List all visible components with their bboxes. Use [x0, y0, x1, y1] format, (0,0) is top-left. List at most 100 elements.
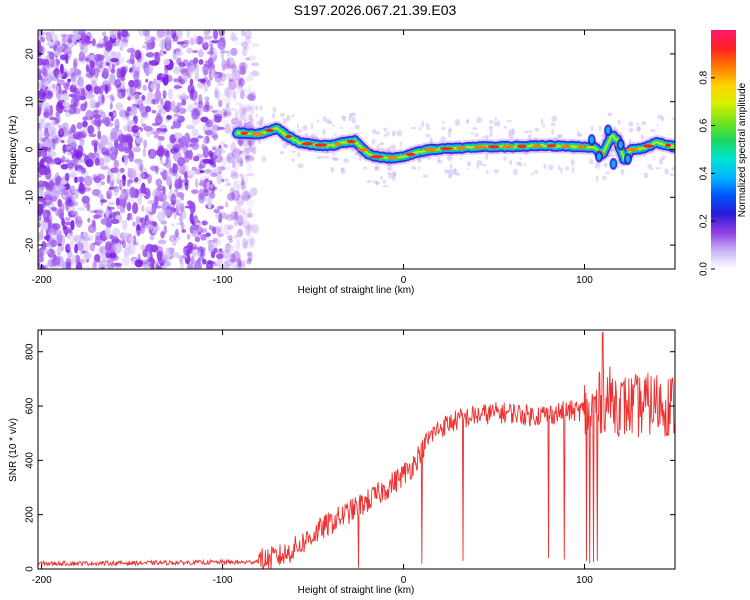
noise-blob: [194, 168, 203, 175]
noise-blob: [61, 156, 66, 164]
noise-blob: [238, 106, 247, 116]
noise-blob: [114, 78, 122, 89]
noise-blob: [224, 243, 231, 253]
noise-blob: [108, 111, 114, 117]
noise-blob: [41, 65, 47, 75]
noise-blob: [225, 102, 230, 109]
noise-blob: [157, 239, 167, 245]
noise-blob: [648, 167, 654, 170]
noise-blob: [194, 252, 200, 257]
noise-blob: [181, 222, 185, 233]
noise-blob: [203, 188, 209, 197]
noise-blob: [105, 95, 113, 99]
noise-blob: [240, 174, 249, 185]
noise-blob: [40, 36, 46, 43]
noise-blob: [70, 219, 75, 231]
noise-blob: [122, 232, 131, 237]
noise-blob: [154, 195, 159, 207]
noise-blob: [122, 255, 131, 267]
noise-blob: [89, 98, 96, 109]
noise-blob: [97, 245, 104, 256]
noise-blob: [56, 256, 61, 266]
noise-blob: [109, 93, 114, 103]
noise-blob: [576, 130, 581, 137]
noise-blob: [565, 166, 570, 171]
noise-blob: [213, 109, 223, 117]
noise-blob: [595, 175, 599, 182]
noise-blob: [89, 209, 98, 214]
noise-blob: [528, 130, 533, 133]
noise-blob: [236, 139, 246, 145]
noise-blob: [302, 125, 308, 131]
noise-blob: [641, 120, 647, 126]
noise-blob: [110, 151, 117, 161]
noise-blob: [248, 72, 252, 78]
noise-blob: [198, 163, 205, 170]
noise-blob: [191, 108, 201, 120]
colorbar-tick-label: 0.6: [699, 118, 710, 132]
noise-blob: [109, 214, 113, 227]
noise-blob: [216, 205, 224, 210]
noise-blob: [191, 128, 199, 137]
noise-blob: [117, 88, 126, 100]
noise-blob: [382, 180, 387, 184]
noise-blob: [236, 184, 240, 195]
noise-blob: [224, 112, 230, 118]
noise-blob: [160, 231, 165, 239]
noise-blob: [226, 243, 233, 254]
colorbar-tick-label: 0.0: [699, 262, 710, 276]
noise-blob: [80, 44, 89, 55]
noise-blob: [202, 158, 212, 164]
noise-blob: [147, 173, 152, 184]
noise-blob: [152, 226, 161, 231]
noise-blob: [230, 172, 239, 179]
noise-blob: [218, 248, 223, 253]
noise-blob: [95, 85, 99, 95]
noise-blob: [244, 34, 252, 46]
noise-blob: [250, 237, 255, 248]
noise-blob: [241, 106, 247, 114]
noise-blob: [240, 180, 246, 190]
noise-blob: [73, 210, 79, 222]
noise-blob: [198, 93, 203, 105]
noise-blob: [184, 132, 191, 144]
snr-y-ticks: 0 200 400 600 800: [25, 343, 675, 572]
noise-blob: [172, 163, 176, 170]
y-tick-label: 800: [25, 343, 36, 360]
noise-blob: [527, 134, 532, 139]
noise-blob: [61, 34, 67, 46]
noise-blob: [168, 234, 177, 243]
noise-blob: [67, 162, 75, 169]
noise-blob: [220, 210, 226, 219]
noise-blob: [246, 252, 252, 257]
noise-blob: [98, 157, 105, 167]
noise-blob: [68, 130, 72, 135]
noise-blob: [220, 140, 226, 148]
noise-blob: [234, 72, 238, 78]
noise-blob: [148, 60, 152, 66]
noise-blob: [70, 205, 76, 216]
noise-blob: [239, 76, 244, 89]
noise-blob: [245, 155, 250, 163]
noise-blob: [272, 112, 276, 119]
noise-blob: [494, 117, 498, 122]
noise-blob: [244, 225, 251, 236]
noise-blob: [165, 157, 169, 164]
noise-blob: [246, 199, 255, 208]
track-disturbance-core: [589, 136, 594, 144]
noise-blob: [79, 138, 85, 147]
noise-blob: [570, 159, 575, 167]
noise-blob: [214, 75, 222, 83]
noise-blob: [76, 78, 84, 88]
noise-blob: [126, 47, 136, 54]
noise-blob: [513, 168, 518, 176]
colorbar-tick-label: 0.4: [699, 166, 710, 180]
noise-blob: [186, 30, 191, 39]
noise-blob: [140, 171, 149, 180]
noise-blob: [120, 167, 125, 174]
noise-blob: [202, 104, 211, 113]
noise-blob: [236, 180, 241, 187]
noise-blob: [198, 182, 206, 187]
noise-blob: [242, 191, 250, 202]
noise-blob: [74, 176, 78, 184]
